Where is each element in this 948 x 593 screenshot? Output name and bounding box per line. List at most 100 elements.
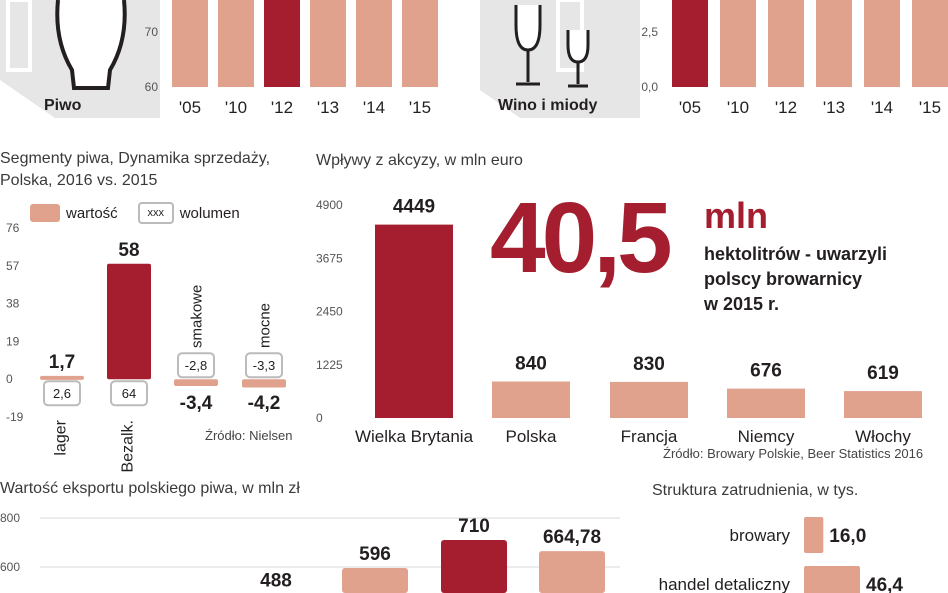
- value-label: 488: [260, 570, 292, 591]
- excise-source: Źródło: Browary Polskie, Beer Statistics…: [663, 446, 924, 461]
- category-label: handel detaliczny: [659, 575, 791, 593]
- bar: [264, 0, 300, 87]
- callout-line1: hektolitrów - uwarzyli: [704, 244, 888, 264]
- y-tick-label: 0: [316, 411, 323, 425]
- bar: [174, 379, 218, 386]
- beer-label: Piwo: [44, 97, 82, 114]
- x-tick-label: '05: [179, 98, 201, 117]
- bar: [310, 0, 346, 87]
- x-tick-label: '10: [727, 98, 749, 117]
- category-label: Włochy: [855, 427, 911, 446]
- y-tick-label: 57: [6, 259, 20, 273]
- wine-label: Wino i miody: [498, 97, 598, 114]
- bar: [375, 224, 453, 418]
- bar: [804, 517, 824, 553]
- value-label: 596: [359, 544, 391, 565]
- y-tick-label: 800: [0, 511, 20, 525]
- bar: [402, 0, 438, 87]
- segments-title: Segmenty piwa, Dynamika sprzedaży, Polsk…: [0, 148, 270, 192]
- bar: [672, 0, 708, 87]
- y-tick-label: 3675: [316, 251, 343, 265]
- bar: [844, 391, 922, 418]
- value-label: 830: [633, 354, 665, 375]
- value-label: 676: [750, 361, 782, 382]
- category-label: Wielka Brytania: [355, 427, 474, 446]
- y-tick-label: 70: [145, 25, 159, 39]
- x-tick-label: '12: [775, 98, 797, 117]
- callout-big-number: 40,5: [490, 182, 673, 294]
- volume-label: 2,6: [53, 386, 71, 401]
- volume-label: -3,3: [253, 358, 275, 373]
- y-tick-label: 0,0: [641, 80, 658, 94]
- y-tick-label: 19: [6, 334, 20, 348]
- value-label: 664,78: [543, 527, 601, 548]
- x-tick-label: '10: [225, 98, 247, 117]
- bar: [816, 0, 852, 87]
- y-tick-label: 4900: [316, 198, 343, 212]
- value-label: 1,7: [49, 352, 75, 373]
- bar: [342, 567, 408, 593]
- legend-swatch-volume: xxx: [137, 202, 174, 224]
- x-tick-label: '12: [271, 98, 293, 117]
- bar: [539, 551, 605, 593]
- callout-unit: mln: [704, 195, 769, 236]
- x-tick-label: '15: [409, 98, 431, 117]
- callout-line2: polscy browarnicy: [704, 269, 863, 289]
- value-label: 46,4: [866, 575, 903, 593]
- wine-sales-chart: 2,5 0,0 '05 '10 '12 '13 '14 '15: [641, 0, 948, 117]
- beer-glass-icon: [0, 0, 160, 118]
- category-label: lager: [53, 419, 70, 455]
- value-label: 840: [515, 353, 547, 374]
- segments-source: Źródło: Nielsen: [205, 428, 293, 443]
- volume-label: -2,8: [185, 358, 207, 373]
- category-label: Bezalk.: [120, 420, 137, 472]
- category-label: mocne: [256, 303, 273, 348]
- value-label: 710: [458, 516, 490, 537]
- volume-box: [110, 380, 148, 407]
- bar: [610, 381, 688, 418]
- excise-chart: 4900 3675 2450 1225 0 4449 Wielka Brytania 840 P…: [316, 197, 922, 446]
- beer-sales-chart: 70 60 '05 '10 '12 '13 '14 '15: [145, 0, 438, 117]
- x-tick-label: '15: [919, 98, 941, 117]
- segments-chart: 76 57 38 19 0 -19 1,7 2,6 58 64 -3,4 -2,8 -4,2 -3,3 la…: [6, 221, 286, 472]
- legend-label-volume: wolumen: [179, 204, 240, 222]
- wine-glasses-icon: [480, 0, 640, 118]
- excise-title: Wpływy z akcyzy, w mln euro: [316, 152, 523, 169]
- category-label: browary: [730, 526, 791, 545]
- export-chart: 800 600 488 596 710 664,78: [0, 511, 620, 593]
- legend-label-value: wartość: [66, 204, 118, 222]
- volume-box: [245, 352, 283, 379]
- bar: [804, 566, 860, 593]
- value-label: 619: [867, 363, 899, 384]
- y-tick-label: 38: [6, 297, 20, 311]
- employment-chart: browary 16,0 handel detaliczny 46,4: [659, 517, 903, 593]
- x-tick-label: '05: [679, 98, 701, 117]
- wine-panel: Wino i miody: [480, 0, 640, 118]
- bar: [492, 381, 570, 418]
- bar: [172, 0, 208, 87]
- volume-label: 64: [122, 386, 136, 401]
- legend-swatch-value: [30, 204, 60, 222]
- category-label: Niemcy: [738, 427, 795, 446]
- bar: [441, 540, 507, 593]
- bar: [356, 0, 392, 87]
- volume-box: [177, 352, 215, 379]
- bar: [107, 263, 151, 380]
- bar: [40, 375, 84, 380]
- segments-title-line1: Segmenty piwa, Dynamika sprzedaży,: [0, 150, 271, 167]
- y-tick-label: 76: [6, 221, 20, 235]
- beer-panel: Piwo: [0, 0, 160, 118]
- value-label: 4449: [393, 197, 435, 218]
- volume-box: [43, 380, 81, 407]
- export-title: Wartość eksportu polskiego piwa, w mln z…: [0, 480, 300, 497]
- callout-text: hektolitrów - uwarzyli polscy browarnicy…: [704, 242, 887, 317]
- y-tick-label: 600: [0, 560, 20, 574]
- y-tick-label: 2450: [316, 305, 343, 319]
- y-tick-label: -19: [6, 410, 24, 424]
- value-label: -3,4: [180, 393, 213, 414]
- x-tick-label: '14: [871, 98, 893, 117]
- bar: [242, 379, 286, 388]
- y-tick-label: 0: [6, 372, 13, 386]
- x-tick-label: '13: [317, 98, 339, 117]
- y-tick-label: 1225: [316, 358, 343, 372]
